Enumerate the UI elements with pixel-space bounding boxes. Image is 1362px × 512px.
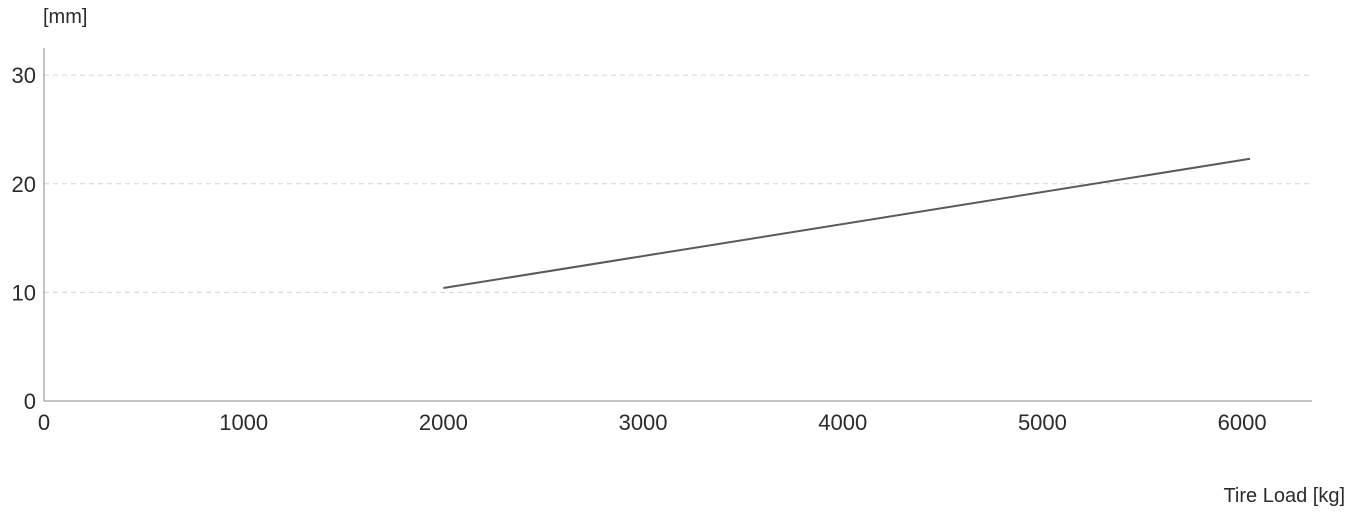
y-tick-label: 10 [12,280,36,305]
x-tick-label: 5000 [1018,410,1067,435]
x-tick-labels: 0 1000 2000 3000 4000 5000 6000 [38,410,1267,435]
grid-lines [44,74,1312,293]
x-tick-label: 3000 [619,410,668,435]
y-tick-label: 0 [24,389,36,414]
x-tick-label: 6000 [1218,410,1267,435]
x-tick-label: 1000 [219,410,268,435]
x-tick-label: 2000 [419,410,468,435]
y-tick-label: 30 [12,63,36,88]
x-tick-label: 0 [38,410,50,435]
x-tick-label: 4000 [818,410,867,435]
y-tick-label: 20 [12,172,36,197]
y-axis-title: [mm] [43,6,87,28]
y-tick-labels: 0 10 20 30 [12,63,36,414]
series-line [443,157,1251,290]
x-axis-title: Tire Load [kg] [1223,485,1345,507]
series-lines [443,157,1251,290]
